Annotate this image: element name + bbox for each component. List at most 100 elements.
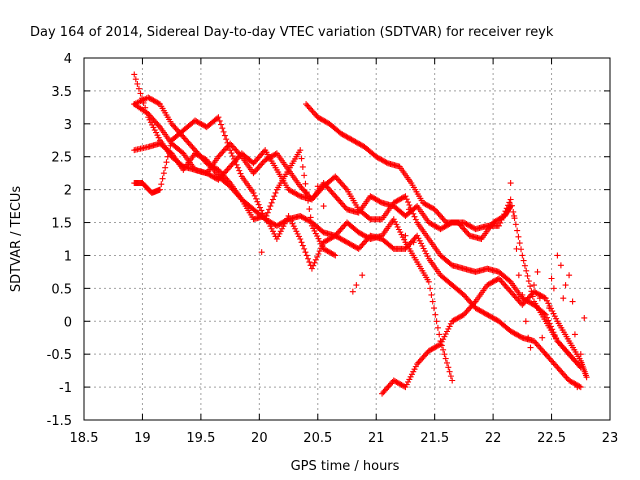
interpolated-point <box>259 210 266 217</box>
interpolated-point <box>294 230 301 237</box>
interpolated-point <box>412 216 419 223</box>
interpolated-point <box>263 212 270 219</box>
data-point <box>539 334 546 341</box>
y-tick-label: 0.5 <box>51 282 72 297</box>
data-point <box>262 216 269 223</box>
chart-title: Day 164 of 2014, Sidereal Day-to-day VTE… <box>30 25 554 40</box>
data-point <box>554 252 561 259</box>
interpolated-point <box>269 196 276 203</box>
interpolated-point <box>155 100 162 107</box>
interpolated-point <box>303 189 310 196</box>
interpolated-point <box>441 333 448 340</box>
data-point <box>536 295 543 302</box>
y-tick-label: 1.5 <box>51 217 72 232</box>
interpolated-point <box>506 277 513 284</box>
data-point <box>546 305 553 312</box>
x-tick-label: 23 <box>602 431 619 446</box>
interpolated-point <box>411 213 418 220</box>
interpolated-point <box>429 298 436 305</box>
data-point <box>534 268 541 275</box>
plot-frame <box>83 57 611 421</box>
interpolated-point <box>214 176 221 183</box>
interpolated-point <box>541 294 548 301</box>
interpolated-point <box>525 278 532 285</box>
interpolated-point <box>512 221 519 228</box>
interpolated-point <box>427 285 434 292</box>
data-point <box>507 180 514 187</box>
interpolated-point <box>510 208 517 215</box>
interpolated-point <box>447 320 454 327</box>
interpolated-point <box>229 152 236 159</box>
interpolated-point <box>415 235 422 242</box>
interpolated-point <box>549 326 556 333</box>
data-point <box>513 245 520 252</box>
interpolated-point <box>405 378 412 385</box>
interpolated-point <box>232 158 239 165</box>
interpolated-point <box>149 121 156 128</box>
interpolated-point <box>159 175 166 182</box>
data-point <box>519 252 526 259</box>
interpolated-point <box>279 225 286 232</box>
interpolated-point <box>314 233 321 240</box>
interpolated-point <box>394 223 401 230</box>
interpolated-point <box>137 90 144 97</box>
interpolated-point <box>228 150 235 157</box>
interpolated-point <box>431 305 438 312</box>
data-point <box>320 203 327 210</box>
interpolated-point <box>424 253 431 260</box>
interpolated-point <box>302 180 309 187</box>
interpolated-point <box>221 132 228 139</box>
interpolated-point <box>268 199 275 206</box>
interpolated-point <box>225 182 232 189</box>
data-point <box>227 147 234 154</box>
interpolated-point <box>153 129 160 136</box>
data-point <box>156 186 163 193</box>
interpolated-point <box>290 223 297 230</box>
interpolated-point <box>277 228 284 235</box>
data-point <box>511 212 518 219</box>
interpolated-point <box>299 163 306 170</box>
interpolated-point <box>546 320 553 327</box>
interpolated-point <box>523 267 530 274</box>
interpolated-point <box>514 227 521 234</box>
interpolated-point <box>550 329 557 336</box>
interpolated-point <box>406 376 413 383</box>
axis-ticks: 18.5 19 19.5 20 20.5 21 21.5 22 22.5 23-1.5-1-0.5… <box>47 52 619 446</box>
interpolated-point <box>276 230 283 237</box>
interpolated-point <box>288 218 295 225</box>
data-point <box>437 341 444 348</box>
data-point <box>285 212 292 219</box>
interpolated-point <box>436 331 443 338</box>
interpolated-point <box>436 342 443 349</box>
data-point <box>515 272 522 279</box>
interpolated-point <box>268 225 275 232</box>
interpolated-point <box>419 242 426 249</box>
data-point <box>566 272 573 279</box>
interpolated-point <box>312 256 319 263</box>
interpolated-point <box>551 313 558 320</box>
interpolated-point <box>366 215 373 222</box>
interpolated-point <box>163 159 170 166</box>
interpolated-point <box>447 373 454 380</box>
x-tick-label: 20.5 <box>303 431 332 446</box>
data-point <box>414 232 421 239</box>
interpolated-point <box>545 300 552 307</box>
x-tick-label: 22 <box>485 431 502 446</box>
y-tick-label: 2.5 <box>51 151 72 166</box>
interpolated-point <box>433 318 440 325</box>
interpolated-point <box>154 132 161 139</box>
interpolated-point <box>275 233 282 240</box>
interpolated-point <box>442 355 449 362</box>
interpolated-point <box>132 76 139 83</box>
interpolated-point <box>397 229 404 236</box>
interpolated-point <box>151 127 158 134</box>
interpolated-point <box>301 172 308 179</box>
interpolated-point <box>428 291 435 298</box>
interpolated-point <box>553 335 560 342</box>
interpolated-point <box>258 207 265 214</box>
x-tick-label: 19.5 <box>186 431 215 446</box>
interpolated-point <box>311 227 318 234</box>
interpolated-point <box>445 364 452 371</box>
interpolated-point <box>314 253 321 260</box>
interpolated-point <box>202 156 209 163</box>
